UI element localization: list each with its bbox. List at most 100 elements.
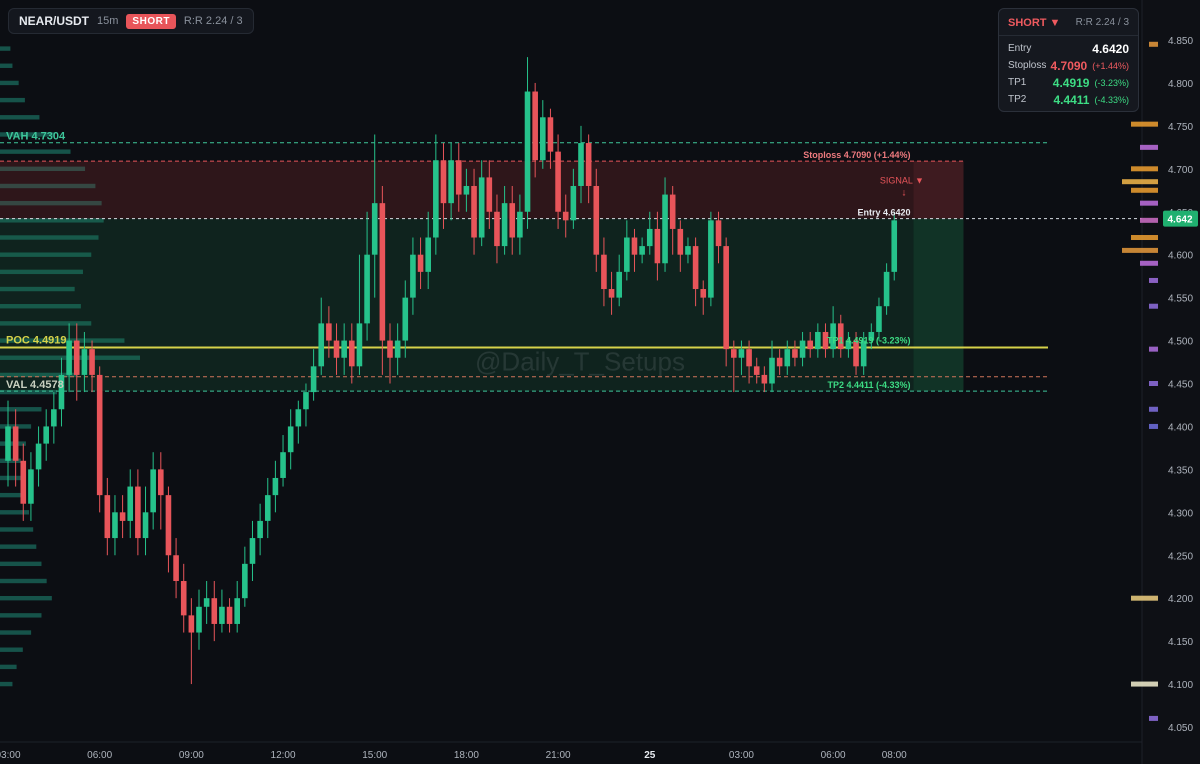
candle-body [715, 220, 722, 247]
right-profile-bar [1149, 423, 1158, 429]
candle-body [700, 289, 707, 298]
volume-profile-bar [0, 613, 42, 618]
candle-body [28, 469, 34, 504]
right-profile-bar [1140, 144, 1158, 150]
volume-profile-bar [0, 664, 17, 670]
entry-value: 4.6420 [1092, 41, 1129, 56]
y-tick-label: 4.150 [1168, 637, 1193, 648]
volume-profile-bar [0, 80, 19, 86]
tp2-value: 4.4411 [1053, 92, 1090, 107]
tp1-label: TP1 [1008, 77, 1027, 88]
candle-body [150, 469, 156, 513]
volume-profile-bar [0, 252, 92, 257]
candle-body [51, 409, 57, 427]
candle-body [540, 117, 546, 161]
x-tick-label: 06:00 [87, 750, 112, 761]
candle-body [104, 495, 111, 539]
panel-side: SHORT ▼ [1008, 17, 1061, 29]
candle-body [440, 160, 447, 204]
entry-label: Entry [1008, 43, 1032, 54]
candle-body [654, 228, 661, 264]
right-profile-bar [1149, 303, 1158, 309]
candle-body [585, 143, 592, 186]
candle-body [562, 211, 569, 221]
candle-body [601, 254, 607, 290]
volume-profile-bar [0, 595, 52, 601]
candle-body [471, 185, 477, 238]
candle-body [463, 185, 470, 195]
candle-body [494, 211, 500, 247]
candle-body [379, 203, 386, 341]
candle-body [66, 340, 72, 375]
candle-body [425, 237, 431, 272]
candle-body [799, 340, 806, 358]
y-tick-label: 4.800 [1168, 79, 1193, 90]
candle-body [692, 246, 699, 290]
symbol-label[interactable]: NEAR/USDT [19, 14, 90, 28]
candle-body [135, 486, 141, 539]
right-profile-bar [1131, 235, 1158, 241]
volume-profile-bar [0, 286, 75, 292]
poc-label: POC 4.4919 [6, 335, 67, 347]
candle-body [593, 185, 600, 255]
candle-body [570, 185, 577, 221]
y-tick-label: 4.750 [1168, 122, 1193, 133]
stoploss-pct: (+1.44%) [1092, 60, 1129, 71]
candle-body [746, 349, 752, 367]
trade-panel: SHORT ▼ R:R 2.24 / 3 Entry 4.6420 Stoplo… [998, 8, 1139, 112]
price-tag-box [1163, 210, 1198, 227]
candle-body [433, 160, 439, 238]
candle-body [356, 323, 363, 367]
panel-row-entry: Entry 4.6420 [999, 40, 1138, 57]
x-tick-label: 03:00 [0, 750, 21, 761]
stoploss-zone-extension [913, 161, 964, 219]
candle-body [807, 340, 813, 350]
right-profile-bar [1149, 406, 1158, 412]
candle-body [815, 331, 821, 350]
candle-body [646, 228, 653, 247]
candle-body [364, 254, 370, 324]
y-tick-label: 4.200 [1168, 594, 1193, 605]
right-profile-bar [1131, 187, 1158, 193]
candle-body [35, 443, 42, 470]
stoploss-label: Stoploss [1008, 60, 1047, 71]
candle-body [669, 194, 676, 229]
signal-label: SIGNAL ▼ [880, 175, 924, 185]
x-tick-label: 25 [644, 750, 656, 761]
stoploss-line-label: Stoploss 4.7090 (+1.44%) [803, 150, 910, 160]
candle-body [264, 495, 271, 521]
x-tick-label: 21:00 [546, 750, 571, 761]
x-tick-label: 15:00 [362, 750, 387, 761]
candle-body [868, 331, 875, 341]
y-tick-label: 4.250 [1168, 551, 1193, 562]
candle-body [685, 246, 691, 255]
y-tick-label: 4.600 [1168, 251, 1193, 262]
candle-body [639, 246, 645, 255]
volume-profile-bar [0, 97, 25, 103]
y-tick-label: 4.400 [1168, 422, 1193, 433]
candle-body [478, 177, 485, 238]
timeframe-label[interactable]: 15m [97, 15, 119, 27]
candle-body [555, 151, 561, 212]
candle-body [891, 220, 898, 272]
candle-body [180, 581, 187, 616]
candle-body [402, 297, 409, 341]
candle-body [165, 495, 172, 556]
vah-label: VAH 4.7304 [6, 131, 66, 143]
candle-body [883, 271, 890, 307]
tp2-label: TP2 [1008, 94, 1027, 105]
candle-body [333, 340, 340, 358]
chart-header: NEAR/USDT 15m SHORT R:R 2.24 / 3 [8, 8, 254, 34]
candle-body [196, 606, 202, 633]
volume-profile-bar [0, 578, 47, 584]
candle-body [81, 349, 88, 375]
candle-body [96, 374, 103, 496]
candle-body [448, 160, 454, 204]
candle-body [272, 477, 279, 496]
y-tick-label: 4.550 [1168, 294, 1193, 305]
profit-zone [0, 218, 914, 392]
candle-body [738, 349, 745, 358]
candle-body [417, 254, 424, 272]
candle-body [188, 615, 195, 633]
